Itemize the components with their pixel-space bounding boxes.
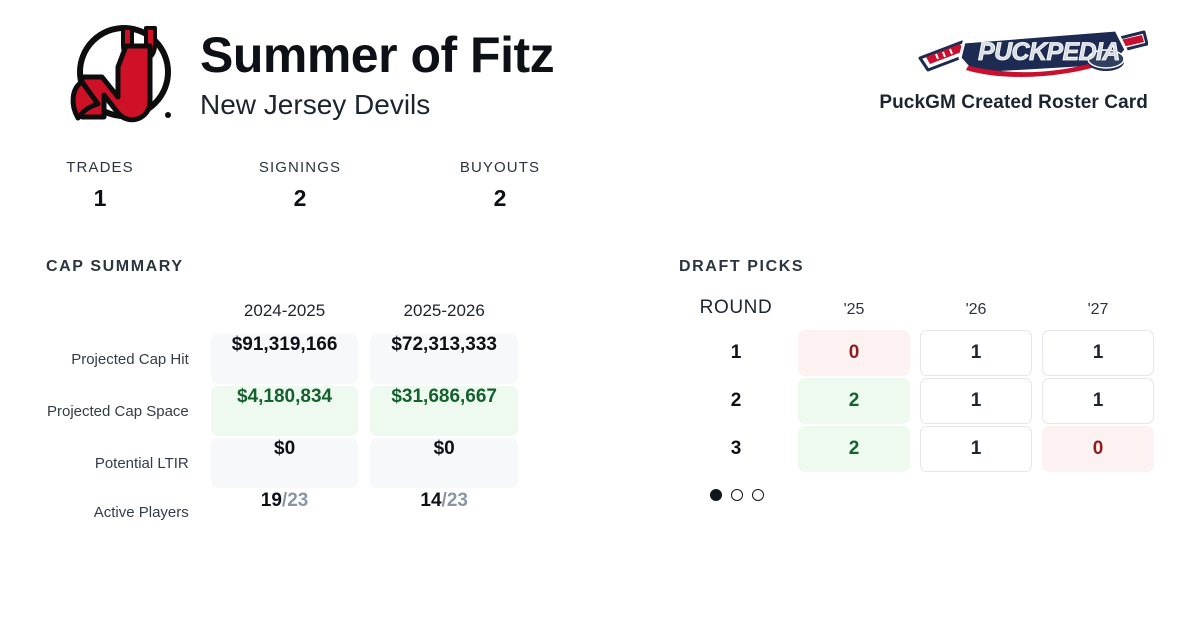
pick-cell-wrap: 0 [793, 329, 915, 377]
stat-buyouts-label: BUYOUTS [459, 159, 541, 176]
cap-cell-wrap: $31,686,667 [364, 385, 524, 437]
brand-caption: PuckGM Created Roster Card [879, 92, 1148, 113]
cap-value-potential-ltir-2024-2025: $0 [210, 438, 359, 488]
draft-picks-pagination[interactable] [710, 489, 1159, 501]
draft-picks-header-row: ROUND '25 '26 '27 [679, 296, 1159, 329]
stat-trades: TRADES 1 [0, 158, 200, 214]
cap-value-projected-cap-hit-2024-2025: $91,319,166 [210, 334, 359, 384]
card-header: Summer of Fitz New Jersey Devils PUCKPED… [0, 0, 1200, 140]
draft-picks-round-1: 1 [730, 342, 742, 363]
cap-summary-section: CAP SUMMARY 2024-2025 2025-2026 Projecte… [46, 258, 566, 535]
draft-picks-table: ROUND '25 '26 '27 1 0 1 1 2 [679, 296, 1159, 473]
cap-cell-wrap: $91,319,166 [205, 333, 365, 385]
draft-pick-r1-27: 1 [1042, 330, 1154, 376]
draft-picks-round-3: 3 [730, 438, 742, 459]
summary-stats-row: TRADES 1 SIGNINGS 2 BUYOUTS 2 [0, 158, 640, 214]
cap-row-label-projected-cap-space: Projected Cap Space [47, 402, 189, 420]
active-players-max-2025-2026: /23 [441, 490, 468, 511]
draft-pick-r3-26: 1 [920, 426, 1032, 472]
table-row: 1 0 1 1 [679, 329, 1159, 377]
cap-value-active-players-2024-2025: 19/23 [211, 490, 359, 534]
cap-summary-season-1: 2024-2025 [243, 301, 326, 320]
cap-summary-season-2: 2025-2026 [403, 301, 485, 320]
cap-summary-corner [46, 300, 205, 333]
pagination-dot-2[interactable] [731, 489, 743, 501]
cap-summary-table: 2024-2025 2025-2026 Projected Cap Hit $9… [46, 300, 524, 535]
cap-value-projected-cap-space-2024-2025: $4,180,834 [210, 386, 359, 436]
cap-cell-wrap: 19/23 [205, 489, 365, 535]
cap-summary-header-row: 2024-2025 2025-2026 [46, 300, 524, 333]
draft-picks-title: DRAFT PICKS [679, 258, 805, 275]
draft-picks-round-2: 2 [730, 390, 742, 411]
pick-cell-wrap: 1 [1037, 329, 1159, 377]
stat-trades-value: 1 [93, 185, 107, 211]
new-jersey-devils-logo [70, 25, 171, 123]
stat-signings-value: 2 [293, 185, 307, 211]
cap-value-projected-cap-space-2025-2026: $31,686,667 [370, 386, 518, 436]
table-row: Potential LTIR $0 $0 [46, 437, 524, 489]
pick-cell-wrap: 1 [915, 425, 1037, 473]
table-row: Active Players 19/23 14/23 [46, 489, 524, 535]
draft-picks-round-header: ROUND [699, 297, 773, 318]
table-row: Projected Cap Space $4,180,834 $31,686,6… [46, 385, 524, 437]
cap-value-projected-cap-hit-2025-2026: $72,313,333 [370, 334, 518, 384]
team-name: New Jersey Devils [200, 89, 431, 120]
cap-cell-wrap: $0 [364, 437, 524, 489]
draft-pick-r3-25: 2 [798, 426, 910, 472]
stat-buyouts: BUYOUTS 2 [400, 158, 600, 214]
cap-row-label-potential-ltir: Potential LTIR [94, 454, 189, 472]
cap-cell-wrap: $72,313,333 [364, 333, 524, 385]
draft-pick-r2-25: 2 [798, 378, 910, 424]
draft-pick-r2-26: 1 [920, 378, 1032, 424]
page-title: Summer of Fitz [200, 27, 555, 83]
pick-cell-wrap: 1 [915, 329, 1037, 377]
pick-cell-wrap: 2 [793, 377, 915, 425]
draft-pick-r3-27: 0 [1042, 426, 1154, 472]
table-row: Projected Cap Hit $91,319,166 $72,313,33… [46, 333, 524, 385]
pick-cell-wrap: 1 [1037, 377, 1159, 425]
svg-text:PUCKPEDIA: PUCKPEDIA [978, 38, 1120, 66]
stat-trades-label: TRADES [66, 159, 134, 176]
draft-picks-year-27: '27 [1087, 301, 1109, 318]
table-row: 3 2 1 0 [679, 425, 1159, 473]
brand-block: PUCKPEDIA PuckGM Created Roster Card [879, 24, 1148, 114]
pick-cell-wrap: 1 [915, 377, 1037, 425]
cap-summary-title: CAP SUMMARY [46, 258, 184, 275]
title-block: Summer of Fitz New Jersey Devils [200, 22, 555, 122]
cap-cell-wrap: $0 [205, 437, 365, 489]
draft-pick-r2-27: 1 [1042, 378, 1154, 424]
stat-buyouts-value: 2 [493, 185, 507, 211]
draft-pick-r1-26: 1 [920, 330, 1032, 376]
cap-row-label-projected-cap-hit: Projected Cap Hit [71, 350, 189, 368]
active-players-count-2025-2026: 14 [420, 490, 442, 511]
active-players-max-2024-2025: /23 [281, 490, 309, 511]
cap-cell-wrap: $4,180,834 [205, 385, 365, 437]
cap-row-label-active-players: Active Players [93, 503, 189, 521]
draft-picks-year-25: '25 [843, 301, 865, 318]
cap-value-potential-ltir-2025-2026: $0 [370, 438, 518, 488]
pick-cell-wrap: 0 [1037, 425, 1159, 473]
table-row: 2 2 1 1 [679, 377, 1159, 425]
puckpedia-logo: PUCKPEDIA [918, 28, 1148, 77]
draft-pick-r1-25: 0 [798, 330, 910, 376]
stat-signings-label: SIGNINGS [258, 159, 342, 176]
draft-picks-section: DRAFT PICKS ROUND '25 '26 '27 1 0 1 1 [679, 258, 1159, 501]
pick-cell-wrap: 2 [793, 425, 915, 473]
pagination-dot-1[interactable] [710, 489, 722, 501]
stat-signings: SIGNINGS 2 [200, 158, 400, 214]
cap-value-active-players-2025-2026: 14/23 [370, 490, 518, 534]
pagination-dot-3[interactable] [752, 489, 764, 501]
draft-picks-year-26: '26 [965, 301, 987, 318]
cap-cell-wrap: 14/23 [364, 489, 524, 535]
active-players-count-2024-2025: 19 [260, 490, 282, 511]
